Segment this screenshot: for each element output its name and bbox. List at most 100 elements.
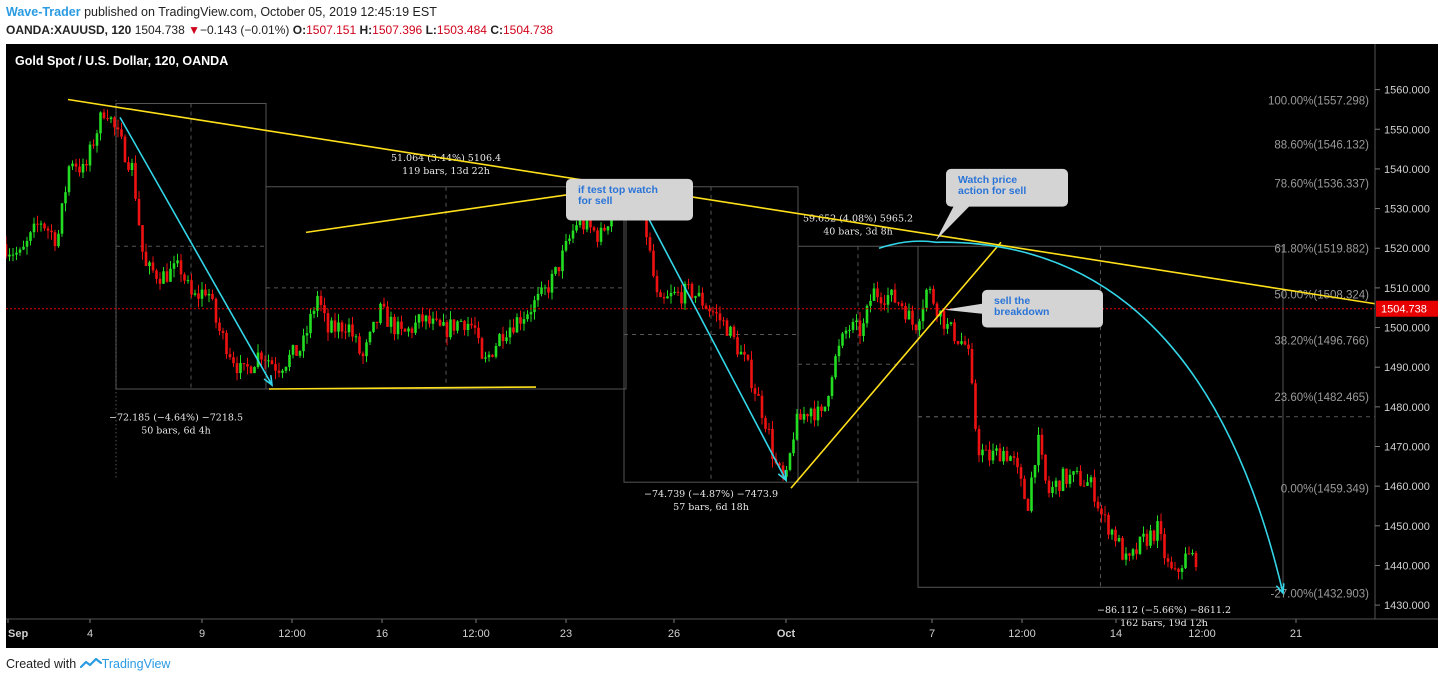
candle-body: [295, 345, 298, 356]
price-chart[interactable]: −72.185 (−4.64%) −7218.550 bars, 6d 4h51…: [4, 44, 1438, 648]
candle-body: [844, 330, 848, 334]
candle-body: [1068, 474, 1072, 484]
time-tick-label: 12:00: [278, 628, 306, 640]
candle-body: [162, 271, 165, 284]
candle-body: [386, 306, 389, 327]
candle-body: [39, 223, 43, 225]
candle-body: [967, 344, 970, 349]
candle-body: [1163, 534, 1166, 559]
candle-body: [778, 463, 781, 466]
candle-body: [1079, 470, 1082, 486]
tradingview-brand-link[interactable]: TradingView: [101, 657, 171, 671]
callout-text: if test top watch: [578, 184, 658, 196]
price-tick-label: 1530.000: [1384, 204, 1430, 216]
price-tick-label: 1430.000: [1384, 600, 1430, 612]
candle-body: [197, 293, 200, 299]
candle-body: [92, 144, 95, 146]
candle-body: [704, 305, 708, 309]
callout-box[interactable]: [946, 168, 1068, 207]
candle-body: [424, 315, 428, 322]
candle-body: [599, 227, 603, 242]
trendline-layer[interactable]: 1504.738: [6, 98, 1438, 596]
candle-body: [655, 276, 659, 293]
candle-body: [228, 354, 232, 358]
candle-body: [487, 354, 491, 358]
candle-body: [984, 449, 988, 451]
fib-level-label: -27.00%(1432.903): [1271, 589, 1370, 601]
callout-box[interactable]: [566, 178, 693, 221]
candle-body: [452, 319, 456, 331]
candle-body: [60, 203, 64, 234]
candle-body: [1075, 470, 1079, 472]
candle-body: [372, 321, 375, 332]
trendline-range-bottom[interactable]: [268, 386, 537, 390]
candle-body: [659, 292, 662, 298]
candle-body: [417, 314, 421, 323]
candle-body: [1135, 549, 1138, 554]
candle-body: [1128, 553, 1131, 556]
candle-body: [732, 326, 736, 338]
time-tick-label: 12:00: [1008, 628, 1036, 640]
candle-body: [1110, 529, 1114, 535]
candle-body: [29, 232, 32, 241]
candle-body: [221, 330, 225, 333]
candle-body: [729, 326, 732, 336]
candle-body: [473, 325, 477, 328]
chart-title: Gold Spot / U.S. Dollar, 120, OANDA: [15, 54, 228, 68]
callout-box[interactable]: [982, 289, 1103, 328]
candle-body: [1037, 434, 1040, 466]
candle-body: [312, 310, 316, 314]
candle-body: [1114, 529, 1117, 542]
candle-body: [764, 417, 767, 429]
price-tick-label: 1520.000: [1384, 243, 1430, 255]
trendline-descending-resistance[interactable]: [67, 98, 1376, 305]
fib-level-label: 88.60%(1546.132): [1274, 140, 1369, 152]
candle-body: [25, 240, 29, 247]
candle-body: [204, 289, 207, 296]
candle-body: [890, 289, 893, 296]
wave-arrowhead: [263, 375, 274, 387]
candle-body: [428, 315, 431, 324]
price-tick-label: 1490.000: [1384, 362, 1430, 374]
current-price-tag: [1376, 300, 1438, 317]
candle-body: [463, 320, 466, 330]
candle-body: [1054, 480, 1058, 487]
candle-body: [1019, 467, 1023, 479]
candle-body: [932, 288, 935, 304]
candle-body: [883, 303, 886, 305]
chart-panel[interactable]: −72.185 (−4.64%) −7218.550 bars, 6d 4h51…: [4, 44, 1438, 648]
candle-body: [1121, 537, 1124, 560]
candle-body: [578, 218, 582, 226]
candle-body: [974, 383, 977, 429]
candle-body: [148, 262, 151, 266]
callout-text: action for sell: [958, 185, 1026, 197]
price-tick-label: 1440.000: [1384, 560, 1430, 572]
candle-body: [925, 289, 928, 308]
candle-body: [795, 413, 799, 440]
wave-line-drop-2[interactable]: [633, 190, 787, 481]
candle-body: [662, 297, 666, 299]
wave-line-projected-arc[interactable]: [878, 240, 1284, 594]
fib-level-label: 0.00%(1459.349): [1281, 484, 1369, 496]
measure-label-bars: 50 bars, 6d 4h: [141, 426, 211, 437]
high-value: 1507.396: [372, 23, 423, 37]
candle-body: [676, 291, 680, 293]
candle-body: [501, 334, 505, 341]
candle-body: [249, 366, 253, 374]
author-link[interactable]: Wave-Trader: [6, 5, 81, 19]
trendline-rising-support[interactable]: [790, 241, 1002, 489]
candle-body: [211, 293, 214, 299]
candle-body: [708, 308, 711, 312]
candle-body: [190, 280, 193, 295]
wave-line-drop-1[interactable]: [119, 116, 273, 386]
candle-body: [484, 357, 487, 359]
candle-body: [113, 117, 116, 128]
candle-body: [865, 305, 869, 324]
candle-body: [8, 254, 11, 257]
candle-body: [351, 324, 354, 337]
candle-body: [928, 288, 932, 290]
